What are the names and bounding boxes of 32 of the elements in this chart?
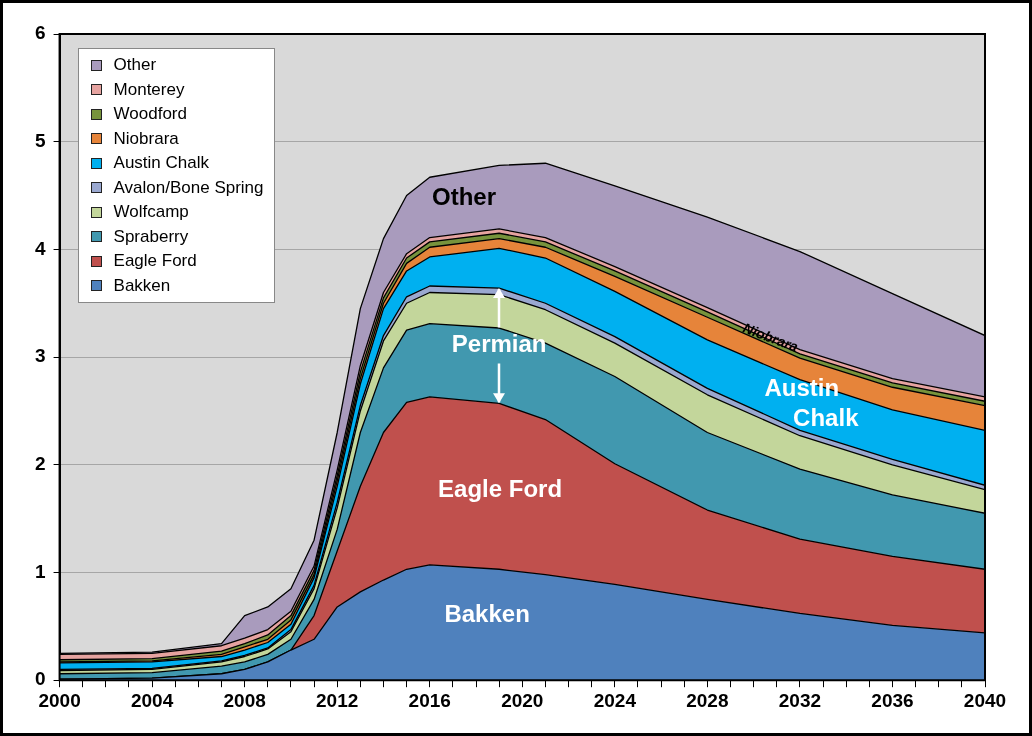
legend-label: Spraberry	[113, 226, 189, 247]
x-tick-label: 2036	[871, 689, 914, 711]
legend-label: Avalon/Bone Spring	[113, 177, 264, 198]
x-tick-label: 2032	[778, 689, 822, 711]
annotation: Permian	[451, 330, 547, 358]
y-tick-label: 3	[34, 345, 46, 367]
y-tick-label: 4	[34, 237, 46, 259]
legend-label: Niobrara	[113, 128, 179, 149]
legend-label: Other	[113, 55, 157, 76]
y-tick-label: 6	[34, 22, 46, 44]
x-tick-label: 2012	[316, 689, 359, 711]
x-tick-label: 2004	[130, 689, 174, 711]
annotation: Bakken	[444, 599, 530, 627]
legend-label: Eagle Ford	[113, 251, 197, 272]
y-tick-label: 0	[34, 668, 46, 690]
x-tick-label: 2040	[963, 689, 1007, 711]
x-tick-label: 2024	[593, 689, 637, 711]
legend-label: Wolfcamp	[113, 202, 189, 223]
legend-label: Monterey	[113, 79, 185, 100]
legend-label: Bakken	[113, 275, 171, 296]
y-tick-label: 1	[34, 560, 46, 582]
legend-label: Woodford	[113, 104, 187, 125]
y-tick-label: 2	[34, 453, 46, 475]
x-tick-label: 2020	[501, 689, 544, 711]
legend-label: Austin Chalk	[113, 153, 209, 174]
x-tick-label: 2028	[686, 689, 729, 711]
annotation: Other	[431, 182, 496, 210]
annotation: Eagle Ford	[438, 475, 563, 503]
x-tick-label: 2000	[38, 689, 81, 711]
x-tick-label: 2008	[223, 689, 266, 711]
x-tick-label: 2016	[408, 689, 451, 711]
y-tick-label: 5	[34, 129, 46, 151]
